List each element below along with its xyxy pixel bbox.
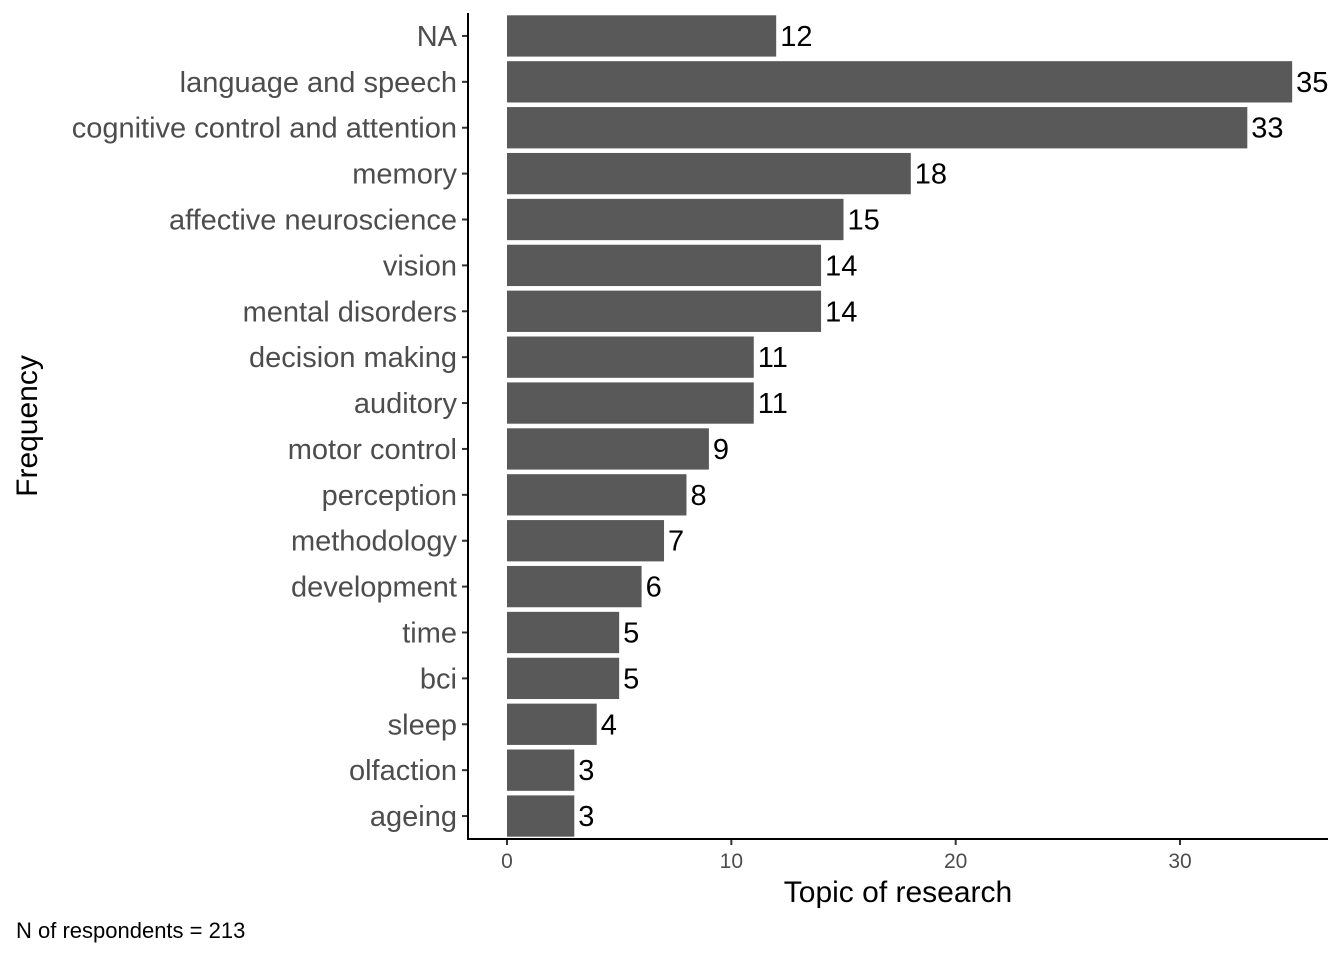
value-label: 14 [825, 250, 857, 282]
bar [507, 703, 597, 745]
respondents-caption: N of respondents = 213 [16, 918, 246, 943]
bar [507, 336, 754, 378]
value-label: 7 [668, 526, 684, 558]
category-label: NA [417, 21, 458, 53]
category-label: memory [352, 159, 457, 191]
category-label: mental disorders [243, 296, 457, 328]
bar [507, 428, 709, 470]
bar [507, 15, 777, 57]
bar [507, 474, 687, 516]
bar [507, 520, 665, 562]
value-label: 9 [713, 434, 729, 466]
category-label: methodology [291, 526, 458, 558]
value-label: 11 [758, 388, 788, 420]
value-label: 5 [623, 618, 639, 650]
y-axis-title: Frequency [11, 355, 44, 497]
x-axis-title: Topic of research [784, 876, 1012, 909]
value-label: 15 [848, 205, 880, 237]
category-label: decision making [249, 342, 457, 374]
bar [507, 290, 822, 332]
value-label: 12 [780, 21, 812, 53]
value-label: 3 [578, 755, 594, 787]
bar [507, 611, 620, 654]
category-label: cognitive control and attention [72, 113, 457, 145]
category-label: language and speech [180, 67, 457, 99]
bar [507, 107, 1248, 149]
x-tick-label: 20 [944, 850, 967, 873]
value-label: 35 [1296, 67, 1328, 99]
category-label: motor control [288, 434, 457, 466]
bar [507, 61, 1293, 103]
bar [507, 657, 620, 700]
bar [507, 795, 575, 837]
x-tick-label: 0 [501, 850, 513, 873]
category-labels: NA language and speech cognitive control a… [72, 21, 468, 833]
category-label: time [402, 618, 457, 650]
value-label: 18 [915, 159, 947, 191]
category-label: ageing [370, 801, 457, 833]
value-label: 3 [578, 801, 594, 833]
value-label: 11 [758, 342, 788, 374]
value-label: 5 [623, 663, 639, 695]
bar [507, 152, 911, 195]
category-label: development [291, 572, 457, 604]
bar [507, 198, 844, 241]
bar [507, 565, 642, 608]
x-axis-ticks: 0 10 20 30 [501, 839, 1192, 873]
category-label: sleep [388, 709, 457, 741]
x-tick-label: 10 [720, 850, 743, 873]
category-label: perception [322, 480, 457, 512]
category-label: affective neuroscience [169, 205, 457, 237]
bars-group [507, 15, 1293, 837]
category-label: olfaction [349, 755, 457, 787]
value-label: 14 [825, 296, 857, 328]
value-label: 6 [646, 572, 662, 604]
category-label: vision [383, 250, 457, 282]
category-label: auditory [354, 388, 458, 420]
bar [507, 749, 575, 791]
bar [507, 244, 822, 287]
x-tick-label: 30 [1168, 850, 1191, 873]
bar [507, 382, 754, 424]
value-label: 33 [1251, 113, 1283, 145]
value-label: 8 [690, 480, 706, 512]
category-label: bci [420, 663, 457, 695]
value-label: 4 [601, 709, 617, 741]
